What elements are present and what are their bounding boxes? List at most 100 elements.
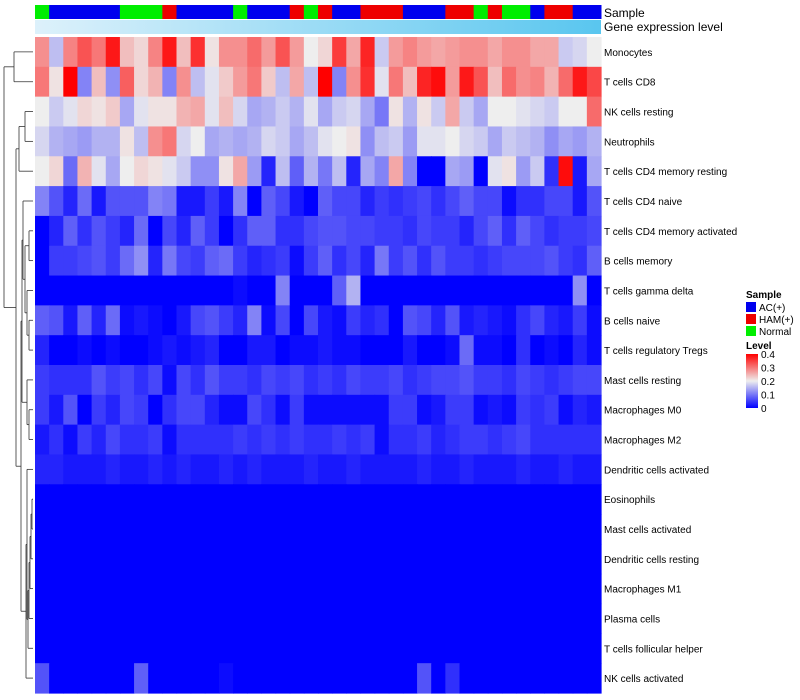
heatmap-cell [346, 66, 362, 98]
heatmap-cell [190, 394, 206, 426]
heatmap-cell [572, 484, 588, 515]
heatmap-cell [303, 633, 319, 664]
heatmap-cell [77, 663, 93, 694]
heatmap-cell [218, 484, 234, 515]
heatmap-cell [119, 484, 135, 515]
heatmap-cell [134, 305, 149, 336]
heatmap-cell [586, 305, 602, 336]
heatmap-cell [388, 186, 404, 217]
legend-sample-label: HAM(+) [759, 315, 794, 326]
heatmap-cell [530, 663, 545, 694]
heatmap-cell [105, 245, 121, 277]
heatmap-cell [218, 365, 234, 396]
heatmap-cell [289, 454, 305, 485]
heatmap-cell [134, 335, 149, 366]
heatmap-cell [176, 543, 192, 575]
heatmap-cell [247, 66, 262, 98]
heatmap-cell [516, 424, 531, 456]
heatmap-cell [402, 305, 418, 336]
heatmap-cell [176, 365, 192, 396]
heatmap-cell [374, 37, 390, 68]
heatmap-cell [218, 603, 234, 634]
heatmap-cell [360, 514, 376, 545]
sample-annotation-cell [275, 5, 291, 19]
heatmap-cell [63, 484, 79, 515]
heatmap-cell [233, 543, 248, 575]
heatmap-cell [190, 484, 206, 515]
heatmap-cell [162, 424, 178, 456]
heatmap-cell [572, 543, 588, 575]
heatmap-cell [35, 514, 50, 545]
heatmap-cell [417, 275, 432, 306]
heatmap-cell [501, 514, 517, 545]
heatmap-cell [204, 603, 220, 634]
heatmap-cell [558, 156, 574, 187]
legend-sample-title: Sample [746, 290, 782, 301]
heatmap-cell [218, 37, 234, 68]
heatmap-cell [289, 96, 305, 128]
heatmap-cell [275, 245, 291, 277]
heatmap-cell [119, 454, 135, 485]
heatmap-cell [459, 335, 475, 366]
heatmap-cell [431, 126, 446, 157]
heatmap-cell [134, 514, 149, 545]
heatmap-cell [346, 126, 362, 157]
heatmap-cell [332, 156, 347, 187]
row-label: B cells naive [604, 316, 661, 327]
heatmap-cell [332, 603, 347, 634]
heatmap-cell [77, 96, 93, 128]
heatmap-cell [233, 215, 248, 247]
heatmap-cell [261, 215, 277, 247]
heatmap-cell [35, 245, 50, 277]
heatmap-cell [346, 186, 362, 217]
heatmap-cell [105, 126, 121, 157]
heatmap-cell [332, 66, 347, 98]
heatmap-cell [501, 633, 517, 664]
sample-annotation-cell [218, 5, 234, 19]
heatmap-cell [105, 66, 121, 98]
heatmap-cell [558, 663, 574, 694]
heatmap-cell [63, 156, 79, 187]
heatmap-cell [318, 424, 333, 456]
heatmap-cell [572, 66, 588, 98]
heatmap-cell [119, 66, 135, 98]
heatmap-cell [303, 96, 319, 128]
heatmap-cell [247, 37, 262, 68]
heatmap-cell [190, 365, 206, 396]
heatmap-cell [119, 186, 135, 217]
heatmap-cell [473, 66, 489, 98]
heatmap-cell [318, 66, 333, 98]
heatmap-cells [35, 37, 602, 694]
legend-level-title: Level [746, 341, 772, 352]
heatmap-cell [35, 603, 50, 634]
heatmap-cell [303, 126, 319, 157]
heatmap-cell [572, 37, 588, 68]
heatmap-cell [417, 245, 432, 277]
legend-level-tick-label: 0 [761, 404, 767, 415]
heatmap-cell [572, 365, 588, 396]
heatmap-cell [162, 215, 178, 247]
heatmap-cell [119, 394, 135, 426]
heatmap-cell [134, 394, 149, 426]
heatmap-cell [544, 66, 560, 98]
heatmap-cell [360, 126, 376, 157]
heatmap-cell [586, 663, 602, 694]
heatmap-cell [402, 663, 418, 694]
heatmap-cell [318, 37, 333, 68]
heatmap-cell [289, 66, 305, 98]
heatmap-cell [148, 394, 163, 426]
heatmap-cell [402, 215, 418, 247]
heatmap-cell [275, 96, 291, 128]
heatmap-cell [35, 66, 50, 98]
heatmap-cell [91, 186, 107, 217]
heatmap-cell [501, 215, 517, 247]
heatmap-cell [445, 514, 461, 545]
sample-annotation-cell [530, 5, 545, 19]
heatmap-cell [204, 126, 220, 157]
heatmap-cell [431, 394, 446, 426]
heatmap-cell [63, 66, 79, 98]
heatmap-cell [501, 543, 517, 575]
heatmap-cell [417, 484, 432, 515]
heatmap-cell [148, 573, 163, 605]
heatmap-cell [360, 156, 376, 187]
